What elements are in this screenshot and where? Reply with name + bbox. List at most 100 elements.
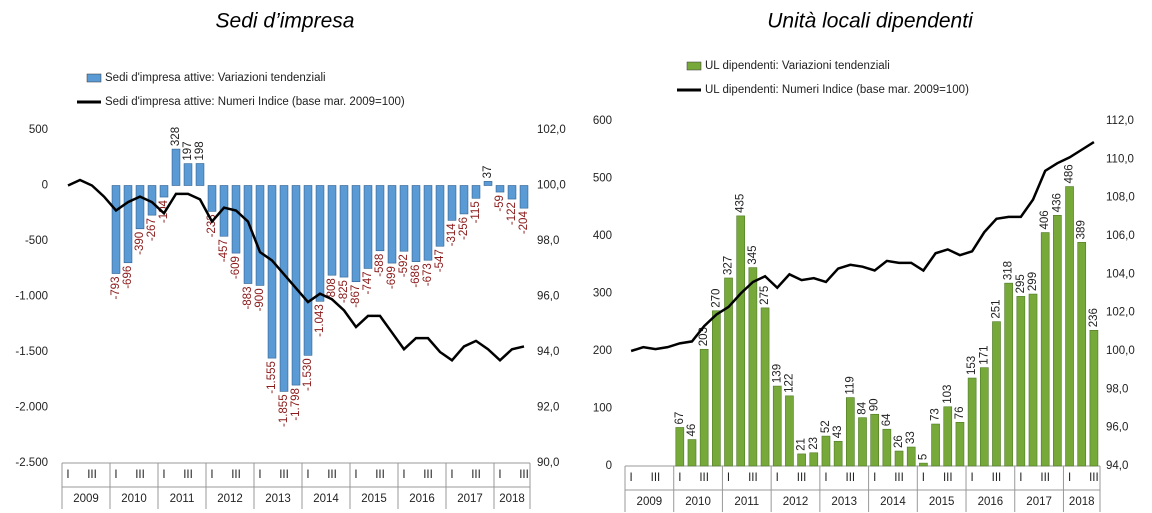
bar bbox=[159, 185, 169, 198]
bar bbox=[931, 423, 940, 467]
data-label: -699 bbox=[386, 266, 398, 289]
x-tick-label: I bbox=[873, 472, 876, 484]
bar bbox=[992, 321, 1001, 467]
y-tick-label: 600 bbox=[593, 115, 612, 127]
data-label: -115 bbox=[470, 201, 482, 223]
y-tick-label: 400 bbox=[593, 230, 612, 242]
year-label: 2013 bbox=[265, 493, 291, 505]
data-label: -59 bbox=[494, 195, 506, 212]
y-tick-label: -1.500 bbox=[15, 346, 48, 358]
y-tick-label: 0 bbox=[606, 460, 612, 472]
bar bbox=[809, 452, 819, 467]
x-tick-label: I bbox=[971, 472, 974, 484]
y-tick-label: 200 bbox=[593, 345, 612, 357]
bar bbox=[919, 462, 928, 467]
y-tick-label: -500 bbox=[25, 235, 48, 247]
y2-tick-label: 100,0 bbox=[537, 180, 566, 192]
year-label: 2016 bbox=[409, 493, 435, 505]
bar bbox=[267, 185, 277, 359]
data-label: -900 bbox=[254, 288, 266, 311]
x-tick-label: III bbox=[327, 469, 337, 481]
x-tick-label: I bbox=[1019, 472, 1022, 484]
bar bbox=[399, 185, 409, 252]
x-tick-label: III bbox=[135, 469, 145, 481]
year-label: 2012 bbox=[217, 493, 243, 505]
bar bbox=[943, 406, 953, 467]
legend-label: Sedi d'impresa attive: Numeri Indice (ba… bbox=[105, 96, 405, 108]
bar bbox=[724, 277, 733, 467]
x-tick-label: III bbox=[651, 472, 661, 484]
data-label: -390 bbox=[134, 232, 146, 255]
bar bbox=[748, 267, 758, 467]
data-label: 236 bbox=[1088, 308, 1100, 327]
bar bbox=[339, 185, 349, 278]
legend-swatch bbox=[86, 73, 102, 83]
y2-tick-label: 92,0 bbox=[537, 402, 559, 414]
bar bbox=[387, 185, 397, 264]
year-label: 2011 bbox=[734, 496, 759, 508]
legend-label: UL dipendenti: Variazioni tendenziali bbox=[705, 60, 890, 72]
year-label: 2010 bbox=[121, 493, 147, 505]
year-label: 2017 bbox=[1026, 496, 1052, 508]
bar bbox=[967, 377, 977, 467]
bar bbox=[171, 148, 181, 186]
bar bbox=[123, 185, 133, 264]
x-tick-label: III bbox=[87, 469, 97, 481]
x-tick-label: I bbox=[727, 472, 730, 484]
bar bbox=[363, 185, 373, 269]
year-label: 2011 bbox=[170, 493, 195, 505]
data-label: 197 bbox=[182, 141, 194, 160]
x-tick-label: I bbox=[402, 469, 405, 481]
bar bbox=[1065, 186, 1074, 467]
bar bbox=[906, 446, 916, 467]
x-tick-label: III bbox=[894, 472, 904, 484]
bar bbox=[1004, 282, 1013, 467]
y2-tick-label: 100,0 bbox=[1106, 345, 1135, 357]
data-label: 436 bbox=[1051, 193, 1063, 212]
data-label: -204 bbox=[518, 211, 530, 235]
bar bbox=[833, 440, 843, 467]
data-label: -592 bbox=[398, 254, 410, 277]
bar bbox=[327, 185, 337, 276]
bar bbox=[785, 395, 794, 467]
y2-tick-label: 104,0 bbox=[1106, 268, 1135, 280]
data-label: -609 bbox=[230, 256, 242, 279]
y-tick-label: 100 bbox=[593, 403, 612, 415]
bar bbox=[519, 185, 529, 209]
y2-tick-label: 108,0 bbox=[1106, 192, 1135, 204]
bar bbox=[772, 385, 782, 467]
bar bbox=[111, 185, 121, 274]
bar bbox=[1077, 242, 1087, 467]
chart-title: Unità locali dipendenti bbox=[767, 10, 974, 33]
data-label: 21 bbox=[796, 438, 808, 451]
y-tick-label: 0 bbox=[42, 180, 48, 192]
data-label: -588 bbox=[374, 254, 386, 277]
bar bbox=[760, 307, 770, 467]
data-label: 275 bbox=[759, 286, 771, 305]
data-label: 46 bbox=[686, 424, 698, 437]
y-tick-label: -1.000 bbox=[15, 291, 48, 303]
bar bbox=[1040, 232, 1050, 467]
x-tick-label: I bbox=[354, 469, 357, 481]
y2-tick-label: 110,0 bbox=[1106, 153, 1134, 165]
data-label: -267 bbox=[146, 218, 158, 241]
year-label: 2017 bbox=[457, 493, 483, 505]
x-tick-label: I bbox=[629, 472, 632, 484]
data-label: 37 bbox=[482, 166, 494, 179]
data-label: 52 bbox=[820, 420, 832, 433]
data-label: 203 bbox=[698, 327, 710, 346]
year-label: 2009 bbox=[637, 496, 663, 508]
bar bbox=[135, 185, 145, 230]
data-label: 76 bbox=[954, 407, 966, 420]
bar bbox=[435, 185, 445, 247]
year-label: 2014 bbox=[313, 493, 339, 505]
data-label: 122 bbox=[783, 374, 795, 393]
data-label: -1.043 bbox=[314, 304, 326, 337]
data-label: -1.530 bbox=[302, 358, 314, 391]
x-tick-label: I bbox=[498, 469, 501, 481]
x-tick-label: III bbox=[279, 469, 289, 481]
data-label: -547 bbox=[434, 249, 446, 272]
data-label: 119 bbox=[844, 376, 856, 394]
x-tick-label: III bbox=[183, 469, 193, 481]
x-tick-label: III bbox=[231, 469, 241, 481]
